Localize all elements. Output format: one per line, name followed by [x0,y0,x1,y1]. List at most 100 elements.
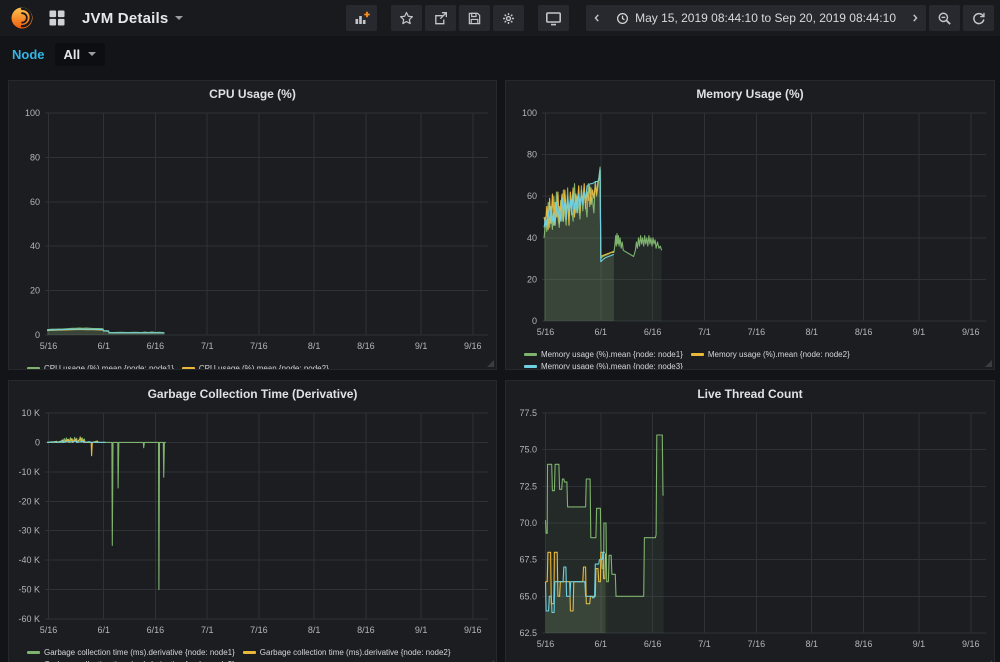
x-axis-tick-label: 8/16 [855,327,873,337]
add-panel-button[interactable] [346,5,377,31]
legend-item[interactable]: CPU usage (%).mean {node: node2} [182,364,329,370]
panel-header[interactable]: Garbage Collection Time (Derivative) [9,381,496,407]
legend-color-dash [27,367,40,370]
x-axis-tick-label: 9/1 [415,625,428,635]
x-axis-tick-label: 9/16 [962,327,980,337]
panel-title[interactable]: Live Thread Count [697,387,802,401]
x-axis-tick-label: 8/1 [308,625,321,635]
legend-label: CPU usage (%).mean {node: node1} [44,364,174,370]
x-axis-tick-label: 5/16 [40,341,58,351]
chart-memory-usage[interactable]: 0204060801005/166/16/167/17/168/18/169/1… [506,107,994,343]
x-axis-tick-label: 9/1 [913,327,926,337]
panel-title[interactable]: Memory Usage (%) [696,87,803,101]
time-range-label: May 15, 2019 08:44:10 to Sep 20, 2019 08… [635,11,896,25]
save-button[interactable] [459,5,490,31]
dashboard-title-picker[interactable]: JVM Details [82,10,183,27]
y-axis-tick-label: 100 [522,108,537,118]
y-axis-tick-label: 60 [30,197,40,207]
legend-color-dash [182,367,195,370]
cycle-view-button[interactable] [538,5,569,31]
legend-color-dash [524,353,537,356]
panel-header[interactable]: Memory Usage (%) [506,81,994,107]
clock-icon [616,12,629,25]
legend-label: CPU usage (%).mean {node: node2} [199,364,329,370]
y-axis-tick-label: 0 [35,330,40,340]
legend-color-dash [243,651,256,654]
panel-title[interactable]: Garbage Collection Time (Derivative) [148,387,358,401]
series-fill-0 [47,437,166,590]
y-axis-tick-label: 40 [527,233,537,243]
x-axis-tick-label: 6/1 [595,327,608,337]
legend-item[interactable]: Garbage collection time (ms).derivative … [27,648,235,657]
x-axis-tick-label: 6/16 [644,327,662,337]
series-line-0 [47,437,166,590]
y-axis-tick-label: 67.5 [519,555,537,565]
grafana-logo[interactable] [6,2,38,34]
dashboards-grid-button[interactable] [42,3,72,33]
x-axis-tick-label: 7/1 [201,341,214,351]
y-axis-tick-label: -50 K [18,585,40,595]
x-axis-tick-label: 7/1 [698,327,711,337]
legend-item[interactable]: Memory usage (%).mean {node: node2} [691,350,850,359]
x-axis-tick-label: 7/16 [250,341,268,351]
legend-item[interactable]: CPU usage (%).mean {node: node1} [27,364,174,370]
toolbar: May 15, 2019 08:44:10 to Sep 20, 2019 08… [343,5,994,31]
zoom-out-button[interactable] [929,5,960,31]
panel-cpu-usage: CPU Usage (%)0204060801005/166/16/167/17… [8,80,497,370]
x-axis-tick-label: 8/1 [308,341,321,351]
legend-item[interactable]: Memory usage (%).mean {node: node3} [524,362,683,370]
x-axis-tick-label: 6/16 [147,341,165,351]
y-axis-tick-label: 65.0 [519,591,537,601]
x-axis-tick-label: 6/1 [97,625,110,635]
x-axis-tick-label: 8/16 [357,625,375,635]
y-axis-tick-label: 0 [35,437,40,447]
x-axis-tick-label: 8/16 [855,639,873,649]
grid-icon [48,9,66,27]
star-button[interactable] [391,5,422,31]
x-axis-tick-label: 5/16 [537,327,555,337]
x-axis-tick-label: 7/16 [748,327,766,337]
legend-label: Memory usage (%).mean {node: node3} [541,362,683,370]
time-range-button[interactable]: May 15, 2019 08:44:10 to Sep 20, 2019 08… [608,5,904,31]
y-axis-tick-label: 62.5 [519,628,537,638]
time-forward-button[interactable] [904,5,926,31]
dashboard-grid: CPU Usage (%)0204060801005/166/16/167/17… [0,72,1000,662]
navbar: JVM Details May 15, 2019 08:44:10 to Sep… [0,0,1000,36]
x-axis-tick-label: 7/1 [201,625,214,635]
legend-item[interactable]: Memory usage (%).mean {node: node1} [524,350,683,359]
x-axis-tick-label: 7/16 [250,625,268,635]
panel-resize-handle[interactable] [985,360,992,367]
chart-cpu-usage[interactable]: 0204060801005/166/16/167/17/168/18/169/1… [9,107,496,357]
panel-resize-handle[interactable] [487,360,494,367]
panel-title[interactable]: CPU Usage (%) [209,87,296,101]
grafana-logo-icon [9,5,35,31]
x-axis-tick-label: 9/1 [415,341,428,351]
legend-color-dash [691,353,704,356]
chart-gc-time[interactable]: 10 K0-10 K-20 K-30 K-40 K-50 K-60 K5/166… [9,407,496,641]
y-axis-tick-label: 60 [527,191,537,201]
refresh-button[interactable] [963,5,994,31]
x-axis-tick-label: 9/16 [962,639,980,649]
x-axis-tick-label: 8/1 [805,327,818,337]
legend: Garbage collection time (ms).derivative … [9,646,496,662]
y-axis-tick-label: 72.5 [519,481,537,491]
chevron-down-icon [175,16,183,20]
time-back-button[interactable] [586,5,608,31]
variable-dropdown[interactable]: All [55,43,106,66]
x-axis-tick-label: 9/16 [464,625,482,635]
chart-live-thread-count[interactable]: 77.575.072.570.067.565.062.55/166/16/167… [506,407,994,655]
y-axis-tick-label: 80 [527,150,537,160]
x-axis-tick-label: 9/16 [464,341,482,351]
time-controls: May 15, 2019 08:44:10 to Sep 20, 2019 08… [586,5,926,31]
legend-item[interactable]: Garbage collection time (ms).derivative … [243,648,451,657]
settings-button[interactable] [493,5,524,31]
y-axis-tick-label: 77.5 [519,408,537,418]
x-axis-tick-label: 9/1 [913,639,926,649]
legend-label: Memory usage (%).mean {node: node1} [541,350,683,359]
y-axis-tick-label: -30 K [18,526,40,536]
panel-header[interactable]: Live Thread Count [506,381,994,407]
y-axis-tick-label: 0 [532,316,537,326]
panel-header[interactable]: CPU Usage (%) [9,81,496,107]
share-button[interactable] [425,5,456,31]
legend-color-dash [27,651,40,654]
